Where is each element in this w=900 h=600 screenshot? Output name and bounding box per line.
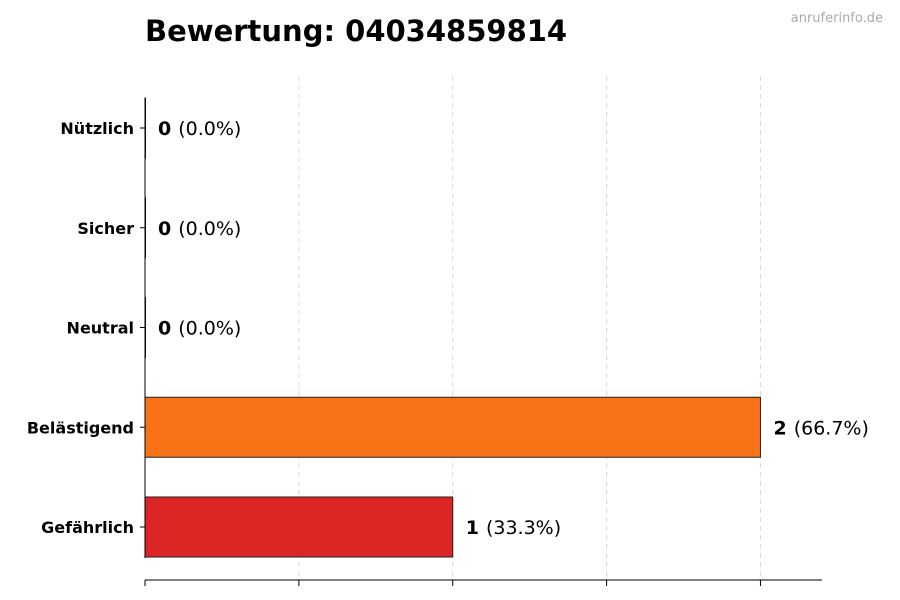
watermark: anruferinfo.de <box>791 11 883 26</box>
bar <box>144 496 454 558</box>
category-label: Gefährlich <box>41 518 134 537</box>
data-label: 0 (0.0%) <box>158 318 241 340</box>
category-label: Belästigend <box>27 418 134 437</box>
data-label: 2 (66.7%) <box>773 417 868 439</box>
data-label-percent: (0.0%) <box>178 218 241 240</box>
data-label: 0 (0.0%) <box>158 218 241 240</box>
data-label-count: 0 <box>158 318 171 340</box>
bar <box>144 396 761 458</box>
label-layer: Nützlich 0 (0.0%) Sicher 0 (0.0%) Neutral 0 (0.0… <box>27 118 869 539</box>
data-label: 0 (0.0%) <box>158 118 241 140</box>
data-label-percent: (0.0%) <box>178 318 241 340</box>
grid-layer <box>144 76 761 586</box>
chart-title: Bewertung: 04034859814 <box>145 14 567 48</box>
data-label-count: 0 <box>158 218 171 240</box>
data-label-count: 2 <box>773 417 786 439</box>
data-label-count: 0 <box>158 118 171 140</box>
data-label-percent: (33.3%) <box>486 517 561 539</box>
category-label: Nützlich <box>60 119 134 138</box>
data-label: 1 (33.3%) <box>466 517 561 539</box>
category-label: Sicher <box>77 219 134 238</box>
data-label-count: 1 <box>466 517 479 539</box>
data-label-percent: (0.0%) <box>178 118 241 140</box>
bar-layer <box>144 97 761 558</box>
data-label-percent: (66.7%) <box>794 417 869 439</box>
category-label: Neutral <box>67 319 134 338</box>
